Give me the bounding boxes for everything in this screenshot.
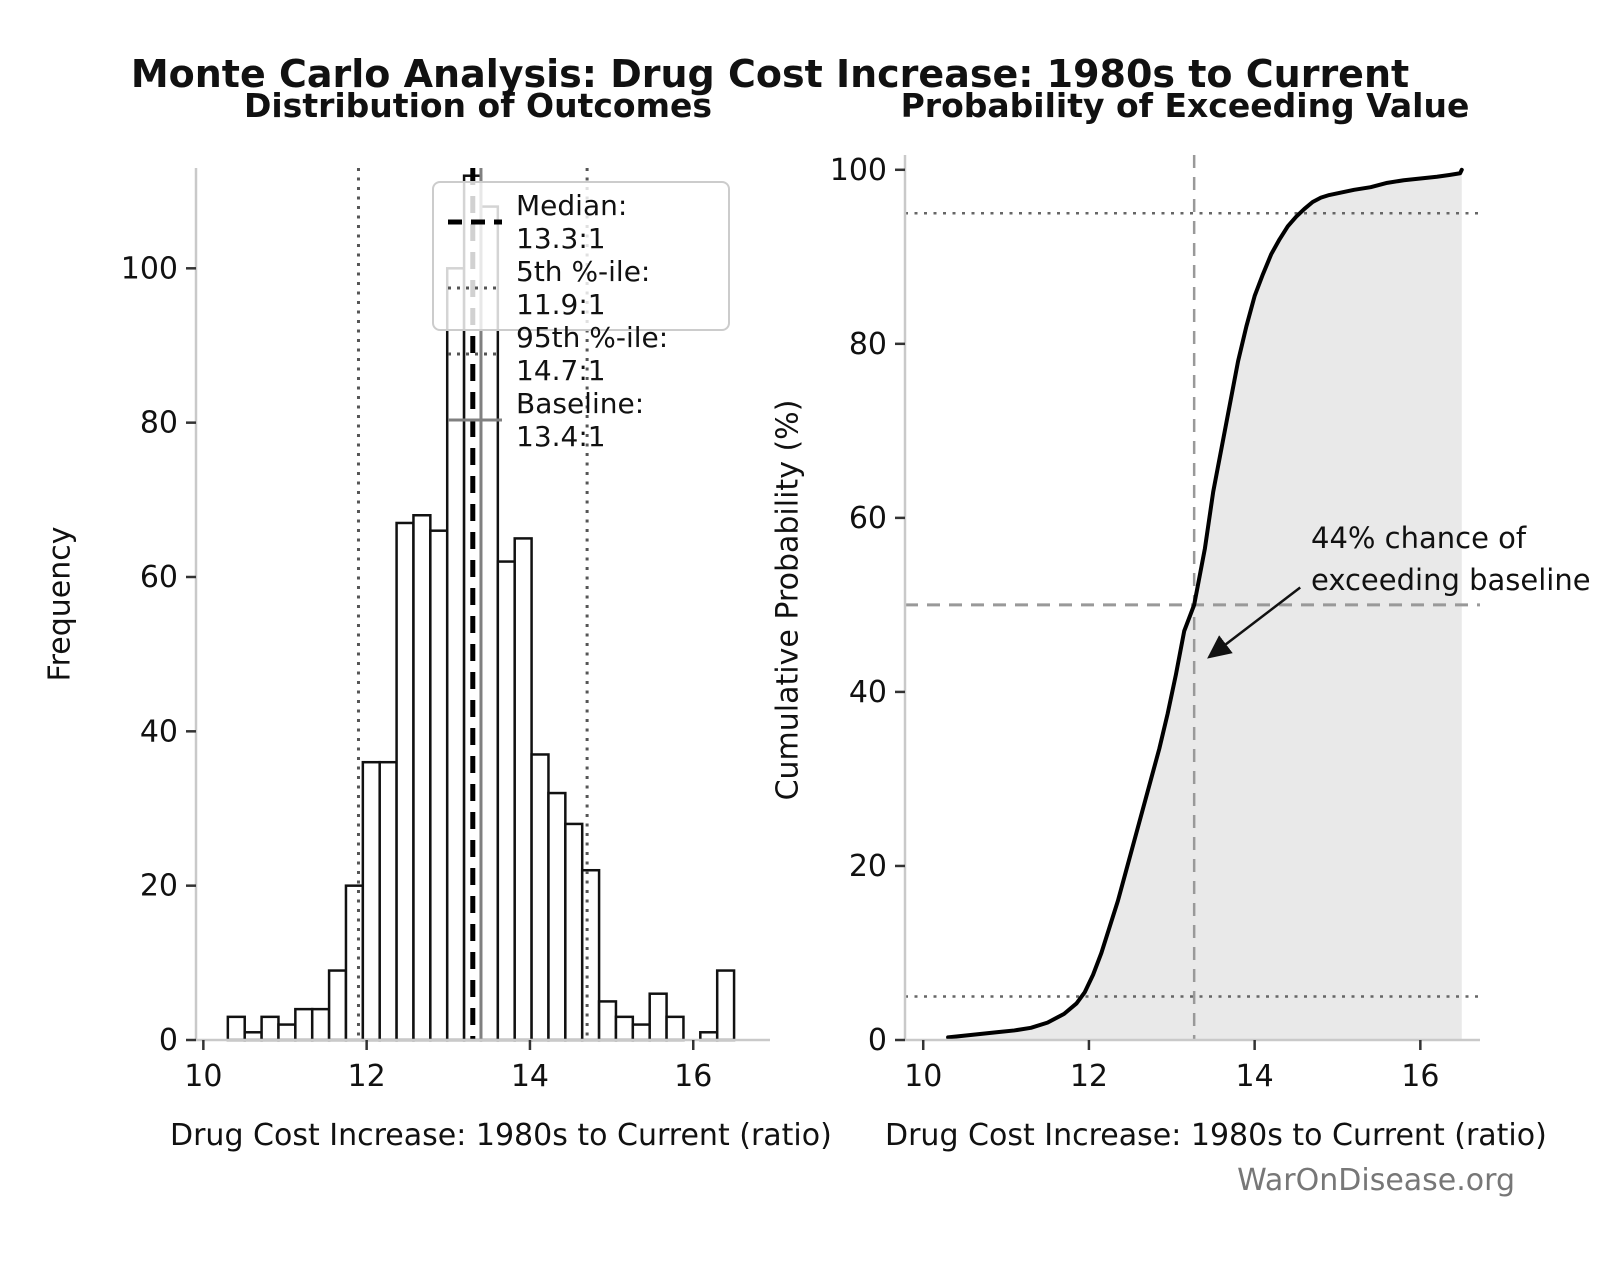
svg-text:60: 60 [849,501,887,536]
histogram-bar [631,1023,651,1042]
left-x-axis-label: Drug Cost Increase: 1980s to Current (ra… [170,1118,832,1153]
cdf-plot: 10 12 14 16 0 20 40 60 80 100 [830,153,1480,1094]
legend-entry-label: Median: 13.3:1 [516,189,628,255]
svg-text:12: 12 [348,1059,386,1094]
svg-text:10: 10 [904,1059,942,1094]
annotation-line-2: exceeding baseline [1311,563,1591,597]
watermark: WarOnDisease.org [1237,1163,1515,1198]
svg-text:40: 40 [849,675,887,710]
svg-text:100: 100 [830,153,887,188]
svg-text:10: 10 [184,1059,222,1094]
histogram-bar [513,537,533,1042]
svg-text:16: 16 [674,1059,712,1094]
right-y-axis-label: Cumulative Probability (%) [770,399,806,801]
svg-text:16: 16 [1401,1059,1439,1094]
svg-text:80: 80 [140,406,178,441]
svg-text:14: 14 [511,1059,549,1094]
figure-title: Monte Carlo Analysis: Drug Cost Increase… [130,52,1410,96]
right-x-axis-label: Drug Cost Increase: 1980s to Current (ra… [885,1118,1547,1153]
histogram-bar [715,969,736,1042]
svg-text:20: 20 [849,849,887,884]
legend-entry: 95th %-ile: 14.7:1 [446,321,716,387]
legend-line-sample-icon [448,352,502,356]
histogram-bar [547,791,567,1042]
histogram-bar [665,1015,685,1042]
histogram-bar [530,753,550,1042]
histogram-bar [496,560,516,1042]
histogram-bar [429,529,449,1042]
histogram-bar [564,822,584,1042]
legend-entry: 5th %-ile: 11.9:1 [446,255,716,321]
svg-text:12: 12 [1070,1059,1108,1094]
histogram-bar [260,1015,280,1042]
left-chart-title: Distribution of Outcomes [243,86,713,125]
cdf-annotation: 44% chance of exceeding baseline [1311,517,1591,601]
histogram-bar [597,1000,618,1042]
svg-text:20: 20 [140,869,178,904]
histogram-bar [310,1007,331,1042]
histogram-bar [378,760,398,1042]
histogram-bar [294,1007,314,1042]
histogram-bar [344,884,365,1042]
histogram-bar [361,760,381,1042]
legend-entry: Baseline: 13.4:1 [446,387,716,453]
histogram-bar [648,992,668,1042]
histogram-bars [226,174,736,1042]
svg-text:0: 0 [868,1023,887,1058]
legend-entry: Median: 13.3:1 [446,189,716,255]
histogram-bar [395,521,415,1042]
legend-box: Median: 13.3:1 5th %-ile: 11.9:1 95th %-il… [432,181,730,453]
annotation-arrow [1207,586,1301,659]
svg-text:100: 100 [121,251,178,286]
annotation-line-1: 44% chance of [1311,521,1527,555]
histogram-bar [327,969,348,1042]
legend-entry-label: 5th %-ile: 11.9:1 [516,255,651,321]
legend-line-sample-icon [448,418,502,422]
cdf-curve [946,167,1464,1040]
histogram-bar [226,1015,246,1042]
histogram-bar [412,514,432,1042]
legend-line-sample-icon [448,219,502,225]
svg-text:60: 60 [140,560,178,595]
svg-text:40: 40 [140,714,178,749]
svg-text:0: 0 [159,1023,178,1058]
histogram-bar [580,868,601,1042]
legend-entry-label: 95th %-ile: 14.7:1 [516,321,669,387]
right-chart-title: Probability of Exceeding Value [900,86,1470,125]
cdf-fill-area [948,169,1462,1040]
left-y-axis-label: Frequency [42,526,78,682]
histogram-bar [614,1015,635,1042]
svg-text:80: 80 [849,327,887,362]
legend-line-sample-icon [448,286,502,290]
histogram-bar [277,1023,297,1042]
legend-entry-label: Baseline: 13.4:1 [516,387,645,453]
histogram-plot: 10 12 14 16 0 20 40 60 80 100 [121,168,770,1094]
svg-text:14: 14 [1236,1059,1274,1094]
